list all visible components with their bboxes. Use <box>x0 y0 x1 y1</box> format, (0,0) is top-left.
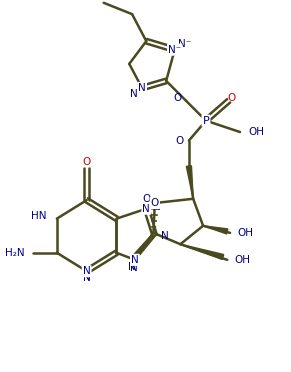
Text: P: P <box>203 116 209 126</box>
Text: O: O <box>173 93 182 103</box>
Text: N: N <box>161 231 168 241</box>
Text: N: N <box>83 272 91 282</box>
Text: N: N <box>130 263 137 273</box>
Text: H₂N: H₂N <box>5 248 24 258</box>
Polygon shape <box>186 166 193 199</box>
Text: N: N <box>138 83 146 93</box>
Text: N: N <box>142 204 150 214</box>
Text: OH: OH <box>249 127 265 137</box>
Text: N⁻: N⁻ <box>168 45 181 55</box>
Text: O: O <box>83 157 91 167</box>
Text: HN: HN <box>31 211 47 221</box>
Text: N: N <box>128 262 136 272</box>
Text: O: O <box>142 194 150 204</box>
Text: N: N <box>83 266 91 276</box>
Text: N: N <box>130 89 138 99</box>
Text: N: N <box>153 202 161 212</box>
Text: OH: OH <box>237 228 253 238</box>
Text: P: P <box>203 116 209 126</box>
Polygon shape <box>133 233 153 259</box>
Text: O: O <box>227 93 236 103</box>
Text: N: N <box>83 273 91 283</box>
Text: N: N <box>131 255 139 265</box>
Text: OH: OH <box>234 255 250 265</box>
Polygon shape <box>180 244 224 259</box>
Text: N⁻: N⁻ <box>178 39 191 49</box>
Polygon shape <box>203 226 228 234</box>
Text: O: O <box>151 198 159 208</box>
Text: N: N <box>150 201 158 211</box>
Text: O: O <box>175 135 183 145</box>
